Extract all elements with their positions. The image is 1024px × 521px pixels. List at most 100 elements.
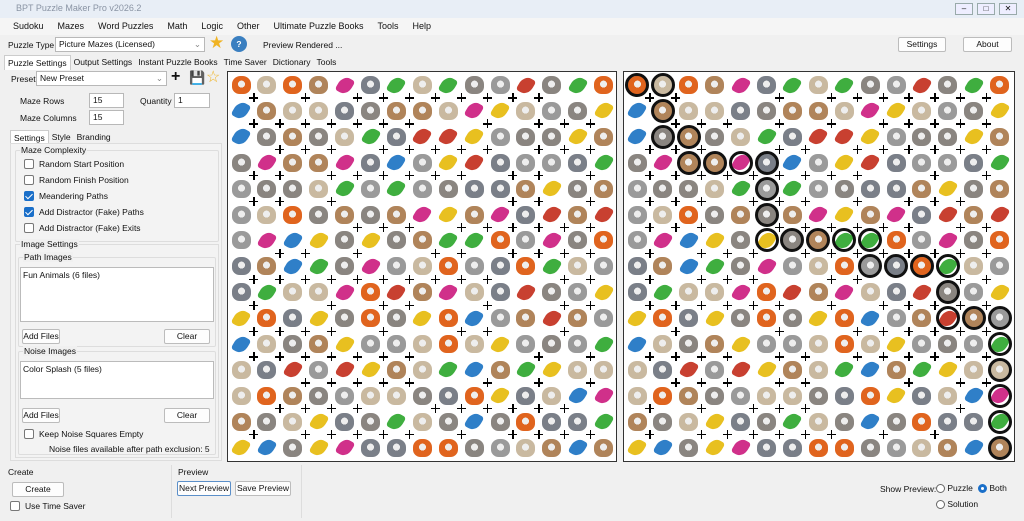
dog-icon bbox=[542, 386, 562, 405]
add-noise-files-button[interactable]: Add Files bbox=[22, 408, 60, 423]
hamster-icon bbox=[438, 179, 458, 198]
next-preview-button[interactable]: Next Preview bbox=[177, 481, 231, 496]
menu-item[interactable]: Math bbox=[167, 21, 188, 31]
menu-item[interactable]: Other bbox=[236, 21, 260, 31]
add-path-files-button[interactable]: Add Files bbox=[22, 329, 60, 344]
tab[interactable]: Time Saver bbox=[223, 57, 267, 67]
maze-cell bbox=[935, 331, 961, 357]
add-preset-icon[interactable]: + bbox=[171, 68, 181, 85]
noise-images-list[interactable]: Color Splash (5 files) bbox=[20, 361, 214, 399]
noise-images-item[interactable]: Color Splash (5 files) bbox=[23, 364, 102, 374]
wall-marker bbox=[482, 145, 492, 155]
radio-solution[interactable]: Solution bbox=[936, 499, 978, 510]
path-images-item[interactable]: Fun Animals (6 files) bbox=[23, 270, 100, 280]
star-outline-icon[interactable]: ☆ bbox=[206, 69, 221, 86]
complexity-option[interactable]: Meandering Paths bbox=[24, 188, 218, 204]
checkbox-box[interactable] bbox=[10, 501, 20, 511]
maze-cell bbox=[650, 409, 676, 435]
wall-marker bbox=[826, 274, 836, 284]
wall-marker bbox=[327, 119, 337, 129]
menu-item[interactable]: Tools bbox=[377, 21, 399, 31]
complexity-option[interactable]: Add Distractor (Fake) Exits bbox=[24, 220, 218, 236]
radio-both[interactable]: Both bbox=[978, 483, 1007, 494]
quantity-stepper[interactable]: 1 bbox=[174, 93, 210, 108]
pink-splash-icon bbox=[807, 203, 829, 226]
wall-marker bbox=[878, 352, 888, 362]
yellow-splash-icon bbox=[541, 177, 563, 200]
wall-marker bbox=[878, 248, 888, 258]
persian-cat-icon bbox=[964, 412, 984, 431]
tab[interactable]: Puzzle Settings bbox=[4, 55, 71, 70]
chihuahua-icon bbox=[335, 205, 355, 224]
persian-cat-icon bbox=[231, 257, 251, 276]
minimize-button[interactable]: – bbox=[955, 3, 973, 15]
menu-item[interactable]: Word Puzzles bbox=[98, 21, 154, 31]
sub-tab[interactable]: Branding bbox=[76, 132, 111, 142]
radio-puzzle[interactable]: Puzzle bbox=[936, 483, 973, 494]
complexity-option[interactable]: Random Start Position bbox=[24, 156, 218, 172]
checkbox-box[interactable] bbox=[24, 223, 34, 233]
tab[interactable]: Dictionary bbox=[272, 57, 311, 67]
chihuahua-icon bbox=[731, 205, 751, 224]
wall-marker bbox=[645, 248, 655, 258]
puzzle-type-select[interactable]: Picture Mazes (Licensed) ⌄ bbox=[55, 37, 205, 52]
blue-splash-icon bbox=[963, 436, 984, 459]
tab[interactable]: Instant Puzzle Books bbox=[138, 57, 218, 67]
maze-rows-stepper[interactable]: 15 bbox=[89, 93, 124, 108]
puzzle-type-label: Puzzle Type bbox=[8, 40, 55, 50]
preset-select[interactable]: New Preset ⌄ bbox=[36, 71, 167, 86]
keep-noise-empty-checkbox[interactable]: Keep Noise Squares Empty bbox=[24, 426, 143, 442]
maze-cell bbox=[513, 435, 539, 461]
menu-item[interactable]: Mazes bbox=[57, 21, 85, 31]
clear-noise-files-button[interactable]: Clear bbox=[164, 408, 210, 423]
settings-button[interactable]: Settings bbox=[898, 37, 946, 52]
checkbox-box[interactable] bbox=[24, 159, 34, 169]
maze-cell bbox=[565, 72, 591, 98]
tab[interactable]: Output Settings bbox=[73, 57, 133, 67]
menu-item[interactable]: Ultimate Puzzle Books bbox=[273, 21, 364, 31]
sub-tab[interactable]: Style bbox=[51, 132, 71, 142]
wall-marker bbox=[353, 171, 362, 181]
wall-marker bbox=[586, 119, 596, 129]
maze-cell bbox=[805, 176, 831, 202]
wall-marker bbox=[275, 119, 285, 129]
sub-tab[interactable]: Settings bbox=[10, 130, 49, 145]
about-button[interactable]: About bbox=[963, 37, 1012, 52]
use-time-saver-checkbox[interactable]: Use Time Saver bbox=[10, 498, 85, 514]
checkbox-box[interactable] bbox=[24, 191, 34, 201]
checkbox-box[interactable] bbox=[24, 207, 34, 217]
maze-cell bbox=[539, 331, 565, 357]
complexity-option[interactable]: Random Finish Position bbox=[24, 172, 218, 188]
cat-icon bbox=[516, 231, 536, 250]
green-splash-icon bbox=[593, 333, 614, 355]
tab[interactable]: Tools bbox=[316, 57, 337, 67]
cat-icon bbox=[516, 335, 536, 353]
maze-columns-stepper[interactable]: 15 bbox=[89, 110, 124, 125]
clear-path-files-button[interactable]: Clear bbox=[164, 329, 210, 344]
maze-cell bbox=[702, 383, 728, 409]
maximize-button[interactable]: □ bbox=[977, 3, 995, 15]
wall-marker bbox=[982, 145, 992, 155]
maze-cell bbox=[676, 383, 702, 409]
dog-icon bbox=[808, 257, 828, 276]
maze-cell bbox=[513, 331, 539, 357]
help-icon[interactable]: ? bbox=[231, 36, 247, 52]
wall-marker bbox=[353, 378, 362, 388]
complexity-option[interactable]: Add Distractor (Fake) Paths bbox=[24, 204, 218, 220]
create-button[interactable]: Create bbox=[12, 482, 64, 497]
menu-item[interactable]: Help bbox=[412, 21, 432, 31]
checkbox-box[interactable] bbox=[24, 175, 34, 185]
hamster-icon bbox=[542, 283, 562, 302]
menu-item[interactable]: Sudoku bbox=[13, 21, 44, 31]
save-icon[interactable]: 💾 bbox=[189, 70, 206, 85]
menu-item[interactable]: Logic bbox=[201, 21, 223, 31]
close-button[interactable]: ✕ bbox=[999, 3, 1017, 15]
favorite-star-icon[interactable]: ★ bbox=[209, 33, 225, 52]
checkbox-box[interactable] bbox=[24, 429, 34, 439]
maze-cell bbox=[513, 176, 539, 202]
green-splash-icon bbox=[593, 151, 614, 174]
path-images-list[interactable]: Fun Animals (6 files) bbox=[20, 267, 214, 322]
wall-marker bbox=[956, 93, 966, 103]
wall-marker bbox=[353, 222, 362, 232]
save-preview-button[interactable]: Save Preview bbox=[235, 481, 291, 496]
